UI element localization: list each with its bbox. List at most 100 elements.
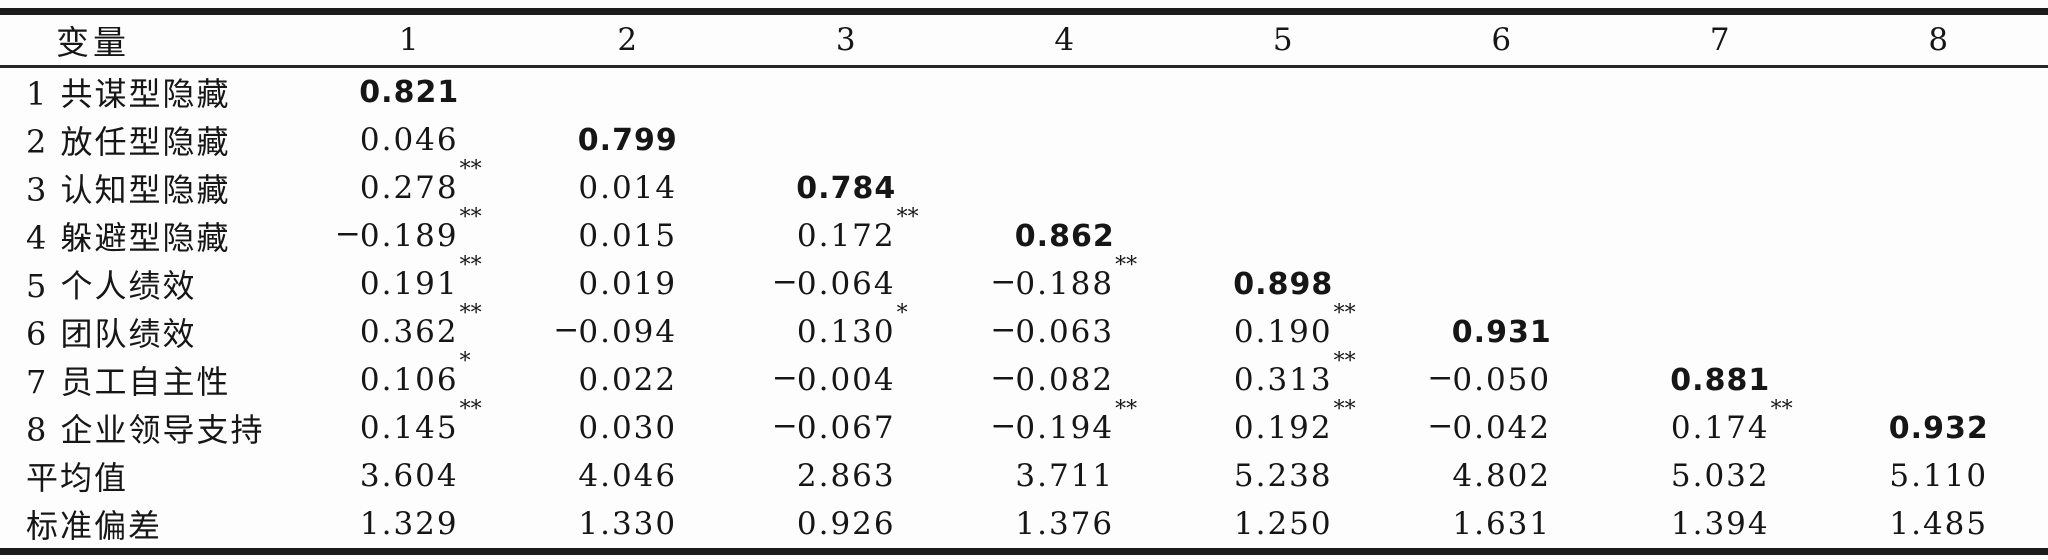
table-row: 6 团队绩效 0.362 ** −0.094 0.130 * −0.063 0.190 ** 0.… [0,301,2048,356]
value-cell: 0.145 ** [300,397,519,452]
correlation-value: −0.063 [990,312,1114,350]
value-cell: 0.191 ** [300,253,519,308]
correlation-value: 0.192 ** [1233,397,1356,446]
table-row: 2 放任型隐藏 0.046 0.799 [0,116,2048,164]
value-cell [1611,67,1830,117]
correlation-value: 1.394 [1671,506,1770,542]
significance-marker: * [896,301,908,326]
table-row: 标准偏差 1.329 1.330 0.926 1.376 1.250 1.631 1.394 1… [0,500,2048,548]
value-cell: 0.313 ** [1174,349,1393,404]
value-cell: 0.046 [300,116,519,164]
correlation-value: 0.145 ** [360,397,482,446]
number-text: 0.799 [577,123,678,158]
correlation-value: 0.046 [360,122,459,158]
row-label: 6 团队绩效 [26,315,197,353]
number-text: 0.019 [578,266,678,302]
value-cell: 1.376 [956,500,1175,548]
value-cell: 0.362 ** [300,301,519,356]
minus-sign: − [771,408,798,444]
row-label: 2 放任型隐藏 [26,123,231,161]
value-cell [1611,164,1830,212]
value-cell: 5.032 [1611,452,1830,500]
table-row: 4 躲避型隐藏 −0.189 ** 0.015 0.172 ** 0.862 [0,205,2048,260]
value-cell [1174,212,1393,260]
value-cell: 3.711 [956,452,1175,500]
number-text: 0.030 [578,410,678,446]
value-cell [1393,164,1612,212]
table-body: 1 共谋型隐藏 0.821 2 放任型隐藏 0.046 0.799 3 认知型隐藏 0.27… [0,67,2048,549]
table-row: 7 员工自主性 0.106 * 0.022−0.004−0.082 0.313 ** −0.… [0,349,2048,404]
number-text: 0.014 [578,170,678,206]
correlation-value: 2.863 [797,458,896,494]
row-label: 3 认知型隐藏 [26,171,231,209]
number-text: 0.192 [1233,410,1333,446]
row-label: 平均值 [26,459,129,497]
number-text: 0.278 [359,170,459,206]
table-row: 3 认知型隐藏 0.278 ** 0.014 0.784 [0,157,2048,212]
value-cell: 4.802 [1393,452,1612,500]
number-text: 2.863 [796,458,896,494]
number-text: 0.094 [578,314,678,350]
number-text: 1.330 [578,506,678,542]
number-text: 5.238 [1233,458,1333,494]
number-text: 0.362 [359,314,459,350]
minus-sign: − [1427,360,1454,396]
minus-sign: − [1427,408,1454,444]
variable-column-header: 变量 [0,15,300,68]
value-cell [1830,212,2048,260]
correlation-value: 1.631 [1452,506,1551,542]
value-cell [1830,308,2048,356]
number-text: 1.485 [1889,506,1989,542]
value-cell: 0.926 [737,500,956,548]
value-cell [519,67,738,117]
significance-marker: ** [1115,397,1138,422]
minus-sign: − [771,264,798,300]
column-header-6: 6 [1392,15,1611,68]
value-cell: −0.063 [956,308,1175,356]
number-text: 5.032 [1670,458,1770,494]
value-cell [737,67,956,117]
number-text: 0.190 [1233,314,1333,350]
value-cell [1174,67,1393,117]
correlation-value: 5.238 [1234,458,1333,494]
value-cell: −0.094 [519,308,738,356]
number-text: 0.784 [796,171,897,206]
correlation-value: −0.050 [1427,360,1551,398]
value-cell [1830,164,2048,212]
value-cell: 0.106 * [300,349,519,404]
value-cell: 0.014 [519,164,738,212]
value-cell [1611,212,1830,260]
number-text: 0.862 [1014,219,1115,254]
significance-marker: ** [1115,253,1138,278]
number-text: 0.188 [1015,266,1115,302]
value-cell: 1.329 [300,500,519,548]
correlation-value: −0.004 [772,360,896,398]
correlation-value: 0.019 [578,266,677,302]
value-cell: 1.631 [1393,500,1612,548]
number-text: 0.821 [359,75,460,110]
number-text: 0.926 [796,506,896,542]
column-header-2: 2 [518,15,737,68]
number-text: 0.881 [1670,363,1771,398]
number-text: 1.394 [1670,506,1770,542]
significance-marker: * [459,349,471,374]
value-cell [1174,164,1393,212]
value-cell: −0.188 ** [956,253,1175,308]
value-cell [1174,116,1393,164]
value-cell [1611,308,1830,356]
diagonal-value: 0.932 [1889,411,1989,446]
value-cell [737,116,956,164]
correlation-value: 0.015 [578,218,677,254]
value-cell [1830,67,2048,117]
table-row: 8 企业领导支持 0.145 ** 0.030−0.067−0.194 ** 0.192 *… [0,397,2048,452]
value-cell: 0.192 ** [1174,397,1393,452]
value-cell [956,116,1175,164]
row-label: 8 企业领导支持 [26,411,265,449]
value-cell: 0.784 [737,164,956,212]
value-cell: 0.030 [519,404,738,452]
significance-marker: ** [1333,349,1356,374]
value-cell: 0.881 [1611,356,1830,404]
